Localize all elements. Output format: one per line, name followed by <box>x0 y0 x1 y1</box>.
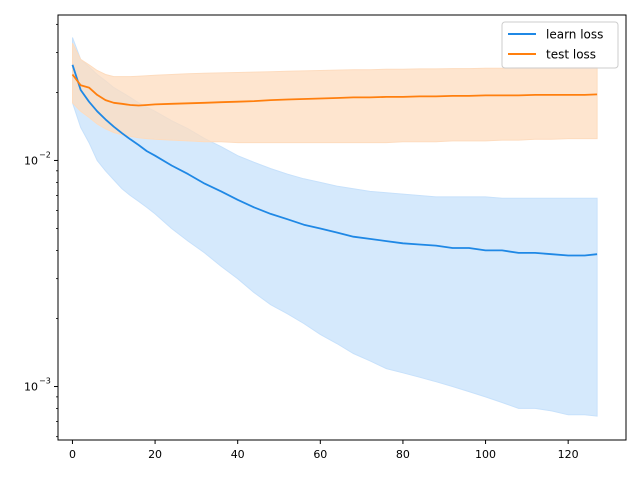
test-loss-line <box>71 73 598 107</box>
plot-frame <box>57 14 627 441</box>
legend-label-test-loss: test loss <box>546 48 596 62</box>
y-tick-label: 10 <box>24 154 38 167</box>
legend: learn loss test loss <box>501 21 619 69</box>
x-tick-label: 20 <box>148 448 162 461</box>
y-tick-exponent: −2 <box>39 150 51 159</box>
plot-area <box>71 37 598 417</box>
x-tick-label: 60 <box>313 448 327 461</box>
learn-loss-line <box>71 64 598 257</box>
x-tick-label: 0 <box>69 448 76 461</box>
series-lines <box>71 64 598 257</box>
x-tick-label: 80 <box>396 448 410 461</box>
y-tick-exponent: −3 <box>39 377 51 386</box>
x-tick-label: 100 <box>475 448 496 461</box>
test-loss-band <box>72 42 598 144</box>
legend-label-learn-loss: learn loss <box>546 28 603 42</box>
x-axis: 0 20 40 60 80 100 120 <box>69 440 579 461</box>
x-tick-label: 120 <box>558 448 579 461</box>
confidence-bands <box>72 37 598 417</box>
y-tick-label: 10 <box>24 381 38 394</box>
x-tick-label: 40 <box>231 448 245 461</box>
